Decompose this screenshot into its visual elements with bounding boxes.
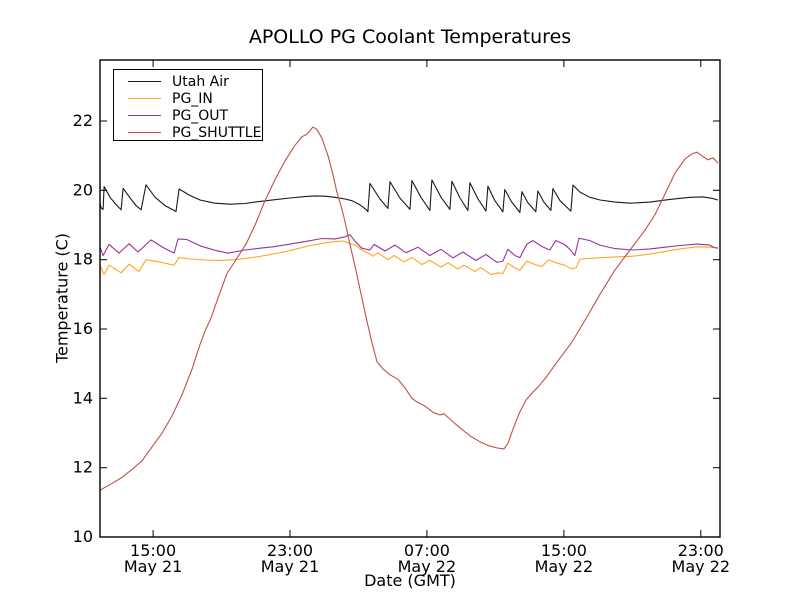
legend-line-sample-pg-in xyxy=(128,98,161,99)
legend-row: PG_OUT xyxy=(128,107,262,124)
legend-label-pg-in: PG_IN xyxy=(172,90,213,107)
y-tick-label: 14 xyxy=(73,388,93,407)
chart-title: APOLLO PG Coolant Temperatures xyxy=(248,26,572,48)
legend: Utah Air PG_IN PG_OUT PG_SHUTTLE xyxy=(113,69,263,141)
legend-line-sample-pg-out xyxy=(128,115,161,116)
series-line-pg-shuttle xyxy=(99,126,719,491)
x-tick-label-time: 15:00 xyxy=(541,541,587,560)
y-tick-label: 20 xyxy=(73,180,93,199)
series-line-pg-out xyxy=(99,234,718,263)
plot-frame xyxy=(99,59,721,538)
legend-row: Utah Air xyxy=(128,73,262,90)
legend-line-sample-pg-shuttle xyxy=(128,132,161,133)
y-tick-label: 16 xyxy=(73,319,93,338)
legend-row: PG_SHUTTLE xyxy=(128,124,262,141)
x-axis-label: Date (GMT) xyxy=(364,571,456,590)
series-line-pg-in xyxy=(99,240,718,276)
x-tick-label-date: May 22 xyxy=(672,557,731,576)
legend-label-utah-air: Utah Air xyxy=(172,73,229,90)
legend-line-sample-utah-air xyxy=(128,81,161,82)
legend-label-pg-out: PG_OUT xyxy=(172,107,229,124)
x-tick-label-time: 15:00 xyxy=(130,541,176,560)
legend-label-pg-shuttle: PG_SHUTTLE xyxy=(172,124,262,141)
y-tick-label: 10 xyxy=(73,527,93,546)
y-axis-label: Temperature (C) xyxy=(52,232,72,364)
x-tick-label-time: 23:00 xyxy=(267,541,313,560)
x-tick-label-date: May 22 xyxy=(535,557,594,576)
legend-row: PG_IN xyxy=(128,90,262,107)
x-tick-label-time: 07:00 xyxy=(404,541,450,560)
y-tick-label: 12 xyxy=(73,458,93,477)
x-tick-label-date: May 21 xyxy=(124,557,183,576)
x-tick-label-date: May 22 xyxy=(398,557,457,576)
y-tick-label: 18 xyxy=(73,250,93,269)
y-tick-label: 22 xyxy=(73,111,93,130)
x-tick-label-date: May 21 xyxy=(261,557,320,576)
series-line-utah-air xyxy=(99,179,719,214)
x-tick-label-time: 23:00 xyxy=(678,541,724,560)
